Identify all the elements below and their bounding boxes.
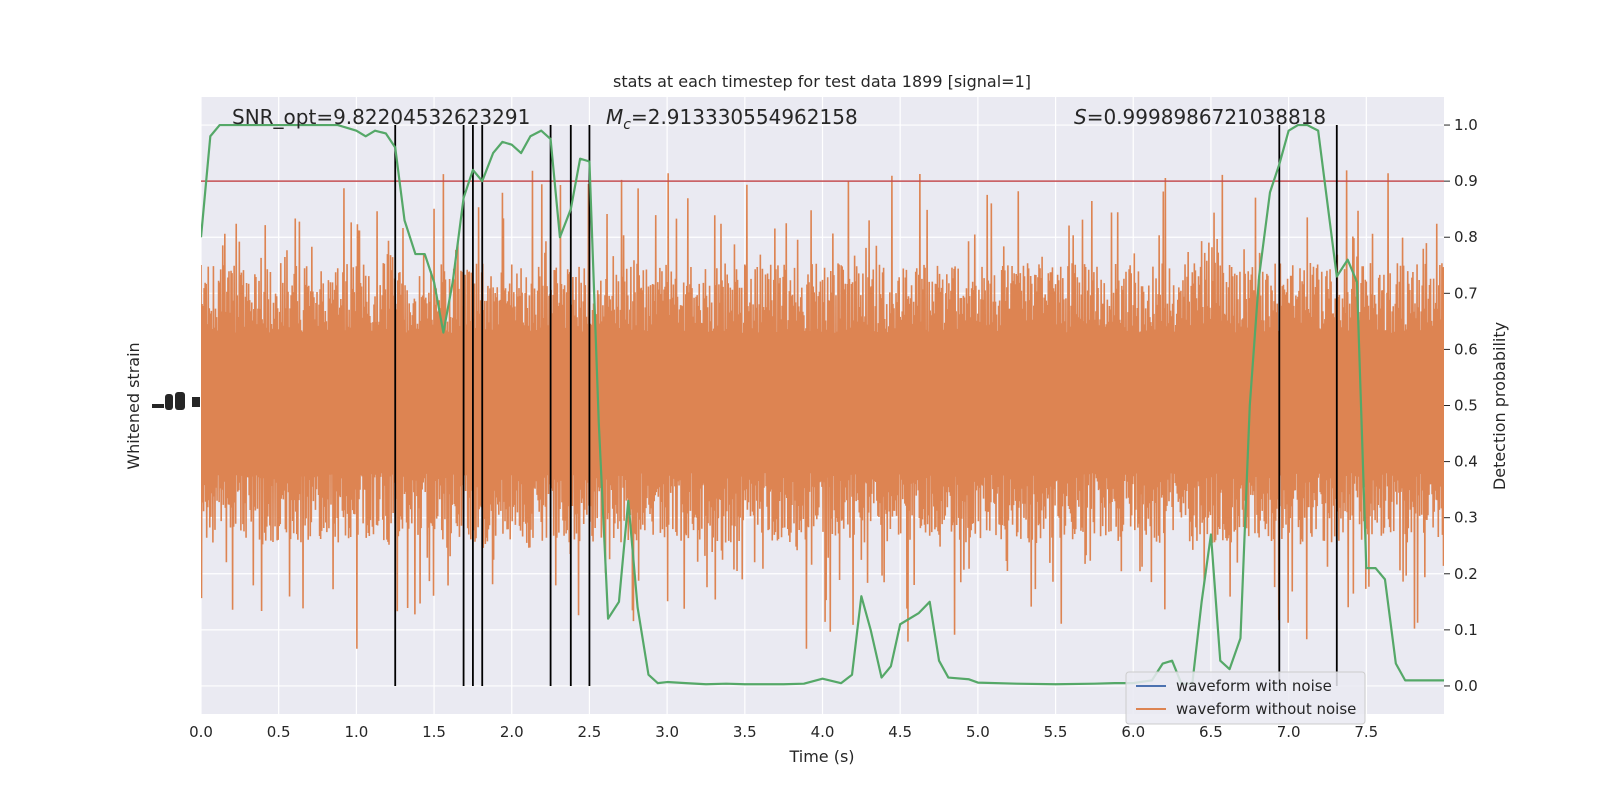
- left-tick-glyph: [192, 397, 200, 407]
- s-annotation: S=0.9998986721038818: [1074, 105, 1326, 129]
- legend-label-clean: waveform without noise: [1176, 700, 1356, 718]
- legend-label-noise: waveform with noise: [1176, 677, 1332, 695]
- detection-probability-series: [201, 123, 1444, 686]
- x-axis-ticks: 0.0 0.5 1.0 1.5 2.0 2.5 3.0 3.5 4.0 4.5 5.0 5.5 6.0 6…: [189, 723, 1378, 741]
- strain-core-band: [201, 348, 1444, 458]
- mc-annotation: Mc=2.913330554962158: [606, 105, 858, 133]
- x-tick-label: 0.5: [267, 723, 291, 741]
- y-tick-label: 0.2: [1454, 565, 1478, 583]
- right-y-axis-label: Detection probability: [1490, 322, 1509, 490]
- left-tick-glyph: [152, 404, 164, 408]
- x-tick-label: 4.0: [811, 723, 835, 741]
- mc-value: =2.913330554962158: [631, 105, 858, 129]
- x-tick-label: 7.5: [1354, 723, 1378, 741]
- x-tick-label: 1.5: [422, 723, 446, 741]
- x-tick-label: 7.0: [1277, 723, 1301, 741]
- x-tick-label: 3.0: [655, 723, 679, 741]
- y-tick-label: 0.6: [1454, 340, 1478, 358]
- right-y-axis-ticks: 0.0 0.1 0.2 0.3 0.4 0.5 0.6 0.7 0.8 0.9 1.0: [1444, 116, 1478, 695]
- y-tick-label: 0.8: [1454, 228, 1478, 246]
- x-tick-label: 6.0: [1121, 723, 1145, 741]
- s-symbol: S: [1074, 105, 1087, 129]
- x-tick-label: 5.5: [1044, 723, 1068, 741]
- probability-line: [201, 123, 1444, 686]
- x-tick-label: 1.0: [344, 723, 368, 741]
- y-tick-label: 0.0: [1454, 677, 1478, 695]
- left-y-axis-label: Whitened strain: [124, 342, 143, 469]
- y-tick-label: 1.0: [1454, 116, 1478, 134]
- x-tick-label: 4.5: [888, 723, 912, 741]
- x-axis-label: Time (s): [788, 747, 854, 766]
- vertical-markers: [394, 125, 1338, 686]
- left-tick-glyph: [175, 392, 185, 410]
- x-tick-label: 2.0: [500, 723, 524, 741]
- left-tick-glyph: [165, 394, 173, 410]
- y-tick-label: 0.9: [1454, 172, 1478, 190]
- y-tick-label: 0.4: [1454, 453, 1478, 471]
- snr-annotation: SNR_opt=9.82204532623291: [232, 105, 530, 129]
- x-tick-label: 3.5: [733, 723, 757, 741]
- y-tick-label: 0.7: [1454, 284, 1478, 302]
- x-tick-label: 0.0: [189, 723, 213, 741]
- chart-title: stats at each timestep for test data 189…: [613, 72, 1031, 91]
- x-tick-label: 5.0: [966, 723, 990, 741]
- legend: waveform with noise waveform without noi…: [1125, 671, 1366, 725]
- y-tick-label: 0.5: [1454, 397, 1478, 415]
- left-y-axis-glyphs: [152, 392, 200, 410]
- mc-subscript: c: [623, 117, 631, 133]
- legend-box: [1125, 671, 1366, 725]
- x-tick-label: 6.5: [1199, 723, 1223, 741]
- mc-symbol: M: [606, 105, 623, 129]
- y-tick-label: 0.3: [1454, 509, 1478, 527]
- waveform-without-noise-series: [201, 170, 1444, 649]
- strain-line: [201, 170, 1444, 649]
- y-tick-label: 0.1: [1454, 621, 1478, 639]
- s-value: =0.9998986721038818: [1087, 105, 1326, 129]
- x-tick-label: 2.5: [578, 723, 602, 741]
